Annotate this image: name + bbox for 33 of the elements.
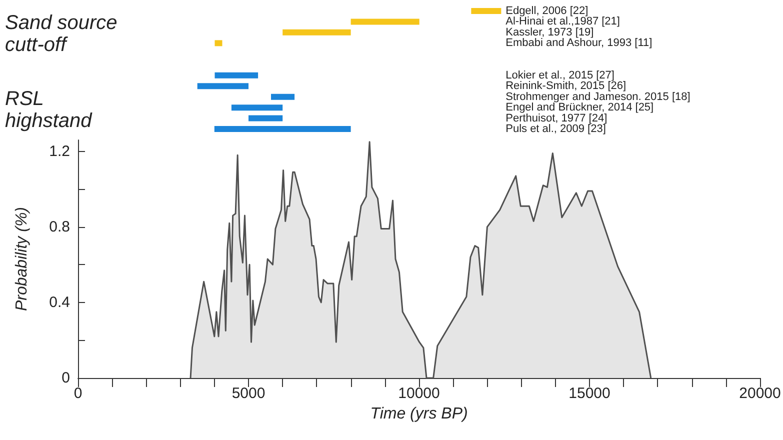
bar (271, 94, 295, 100)
y-tick-label: Lokier et al., 2015 [27] (506, 69, 614, 82)
bar (248, 115, 283, 122)
y-tick-label: Strohmenger and Jameson. 2015 [18] (506, 90, 690, 103)
y-tick-label: 1.2 (49, 142, 70, 160)
y-tick-label: Puls et al., 2009 [23] (506, 123, 606, 136)
y-tick-label: 0.4 (49, 294, 70, 311)
bar (471, 8, 502, 14)
bar (282, 29, 351, 36)
bar (214, 126, 351, 132)
y-tick-label: Engel and Brückner, 2014 [25] (506, 102, 654, 114)
y-tick-label: Edgell, 2006 [22] (506, 4, 588, 17)
annotation: Sand source cutt-off (5, 12, 123, 56)
y-tick-label: 0 (62, 370, 70, 386)
y-tick-label: Reinink-Smith, 2015 [26] (506, 80, 626, 92)
x-tick-label: 10000 (398, 385, 440, 402)
y-tick-label: Embabi and Ashour, 1993 [11] (506, 37, 652, 50)
y-axis-title: Probability (%) (14, 206, 30, 312)
bar (350, 18, 420, 25)
bar (231, 104, 283, 111)
x-tick-label: 0 (74, 385, 82, 402)
bar (214, 40, 222, 46)
y-tick-label: Al-Hinai et al.,1987 [21] (506, 16, 620, 28)
annotation: RSL highstand (5, 88, 93, 132)
x-tick-label: 20000 (739, 385, 781, 402)
y-tick-label: Kassler, 1973 [19] (506, 26, 594, 38)
y-tick-label: Perthuisot, 1977 [24] (506, 112, 608, 124)
x-tick-label: 5000 (232, 385, 266, 402)
bar (214, 72, 258, 78)
y-tick-label: 0.8 (49, 218, 70, 236)
x-tick-label: 15000 (568, 385, 610, 402)
bar (197, 83, 248, 90)
x-axis-title: Time (yrs BP) (370, 405, 468, 422)
